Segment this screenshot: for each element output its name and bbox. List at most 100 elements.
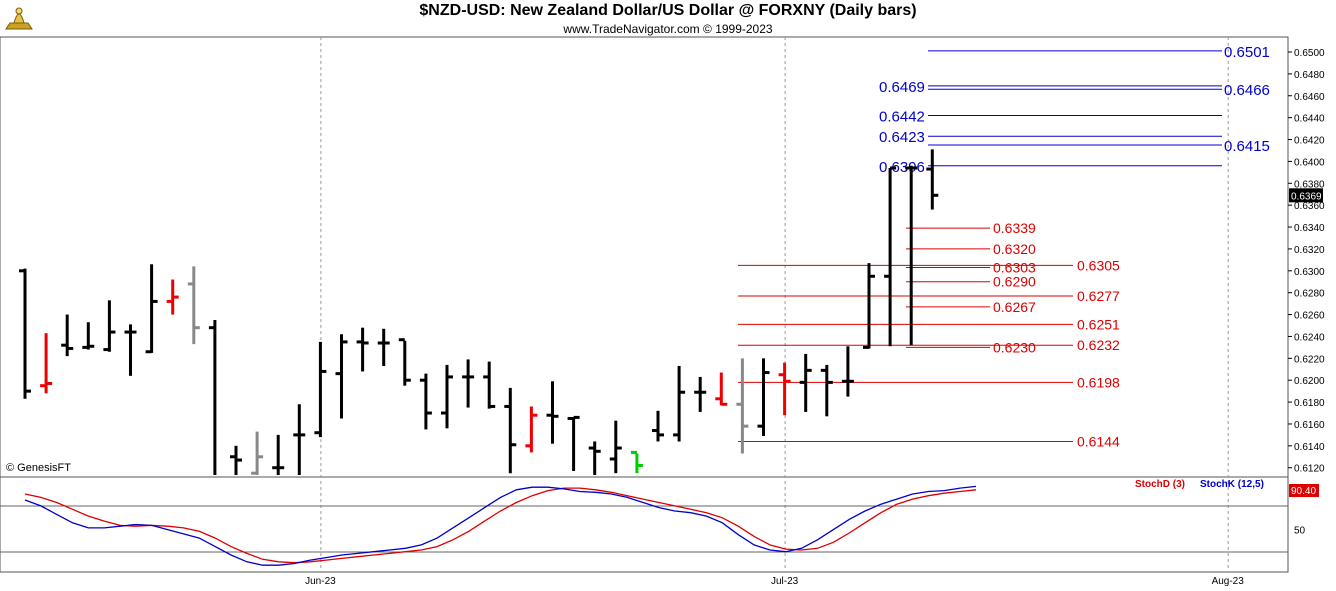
price-bar [546,381,559,444]
price-bar [652,410,664,442]
price-bar [82,322,95,350]
support-label: 0.6277 [1077,288,1120,304]
price-tick-label: 0.6120 [1294,464,1325,475]
price-tick-label: 0.6200 [1294,376,1325,387]
support-label: 0.6230 [993,339,1036,355]
price-tick-label: 0.6280 [1294,289,1325,300]
price-tick-label: 0.6360 [1294,201,1325,212]
price-bar [820,364,833,417]
support-label: 0.6303 [993,260,1036,276]
price-tick-label: 0.6460 [1294,92,1325,103]
stochastic-panel [0,476,1289,573]
resistance-label: 0.6415 [1224,138,1270,155]
last-price-label: 0.6369 [1291,191,1322,202]
support-label: 0.6144 [1077,433,1120,449]
price-tick-label: 0.6140 [1294,442,1325,453]
stoch-tick-label: 50 [1294,526,1306,537]
price-axis: 0.6500 0.6480 0.6460 0.6440 0.6420 0.6400 0.63… [1288,48,1325,475]
date-tick-label: Jul-23 [771,576,799,587]
stochastic-lines: StochD (3)StochK (12,5)1005090.40 [24,479,1319,566]
price-bar [124,324,137,376]
price-tick-label: 0.6340 [1294,223,1325,234]
price-bar [314,341,327,438]
stoch-readout-label: 90.40 [1291,486,1316,497]
price-bar [525,406,538,453]
price-bar [926,149,939,210]
price-bar [609,420,622,474]
price-bar [293,404,306,475]
support-label: 0.6320 [993,241,1036,257]
price-bar [905,165,918,346]
stoch-d-legend: StochD (3) [1135,479,1185,490]
price-bar [187,266,200,345]
price-bars [19,149,939,475]
genesis-copyright: © GenesisFT [6,462,71,474]
price-bar [799,353,812,412]
price-bar [166,279,179,315]
price-bar [504,387,517,474]
price-tick-label: 0.6320 [1294,245,1325,256]
price-bar [251,431,264,475]
resistance-label: 0.6423 [879,129,925,146]
price-bar [61,314,74,357]
price-tick-label: 0.6180 [1294,398,1325,409]
price-bar [335,334,348,419]
price-tick-label: 0.6380 [1294,179,1325,190]
price-tick-label: 0.6240 [1294,332,1325,343]
trade-navigator-logo-icon [4,3,34,38]
support-label: 0.6232 [1077,337,1120,353]
price-tick-label: 0.6400 [1294,157,1325,168]
date-tick-label: Jun-23 [305,576,336,587]
price-tick-label: 0.6220 [1294,354,1325,365]
price-bar [778,362,791,416]
resistance-label: 0.6466 [1224,82,1270,99]
price-tick-label: 0.6440 [1294,114,1325,125]
price-bar [103,300,116,352]
stoch-k-legend: StochK (12,5) [1200,479,1264,490]
stoch-readout-badge [1289,484,1319,497]
price-bar [19,268,31,399]
price-tick-label: 0.6300 [1294,267,1325,278]
resistance-label: 0.6396 [879,159,925,176]
price-bar [462,359,475,408]
price-bar [736,358,749,454]
price-bar [145,264,158,354]
support-label: 0.6267 [993,299,1036,315]
resistance-label: 0.6501 [1224,44,1270,61]
support-label: 0.6305 [1077,257,1120,273]
price-bar [630,450,643,474]
price-bar [419,373,432,430]
price-tick-label: 0.6480 [1294,70,1325,81]
support-label: 0.6198 [1077,374,1120,390]
stoch-series-line [24,487,977,564]
price-bar [230,445,242,475]
price-bar [588,441,601,475]
price-bar [272,434,285,475]
price-bar [673,365,686,442]
price-bar [40,333,53,394]
date-axis: Jun-23 Jul-23 Aug-23 [305,576,1244,587]
price-tick-label: 0.6260 [1294,311,1325,322]
price-bar [356,327,369,372]
chart-title: $NZD-USD: New Zealand Dollar/US Dollar @… [419,2,917,19]
price-bar [694,376,707,412]
support-label: 0.6339 [993,220,1036,236]
chart-subtitle: www.TradeNavigator.com © 1999-2023 [563,22,773,36]
date-tick-label: Aug-23 [1212,576,1245,587]
price-tick-label: 0.6500 [1294,48,1325,59]
support-resistance-levels: 0.6501 0.6469 0.6466 0.6442 0.6423 0.6415 0.63… [738,44,1270,449]
last-price-badge [1289,188,1323,203]
resistance-label: 0.6442 [879,108,925,125]
date-gridlines [0,37,1288,572]
price-tick-label: 0.6420 [1294,136,1325,147]
price-bar [884,166,897,347]
price-bar [863,263,875,349]
stoch-series-line [24,485,977,566]
price-bar [757,358,770,436]
price-bar [483,361,496,409]
price-bar [398,338,411,386]
resistance-label: 0.6469 [879,79,925,96]
price-bar [841,346,854,397]
price-bar [208,320,217,475]
